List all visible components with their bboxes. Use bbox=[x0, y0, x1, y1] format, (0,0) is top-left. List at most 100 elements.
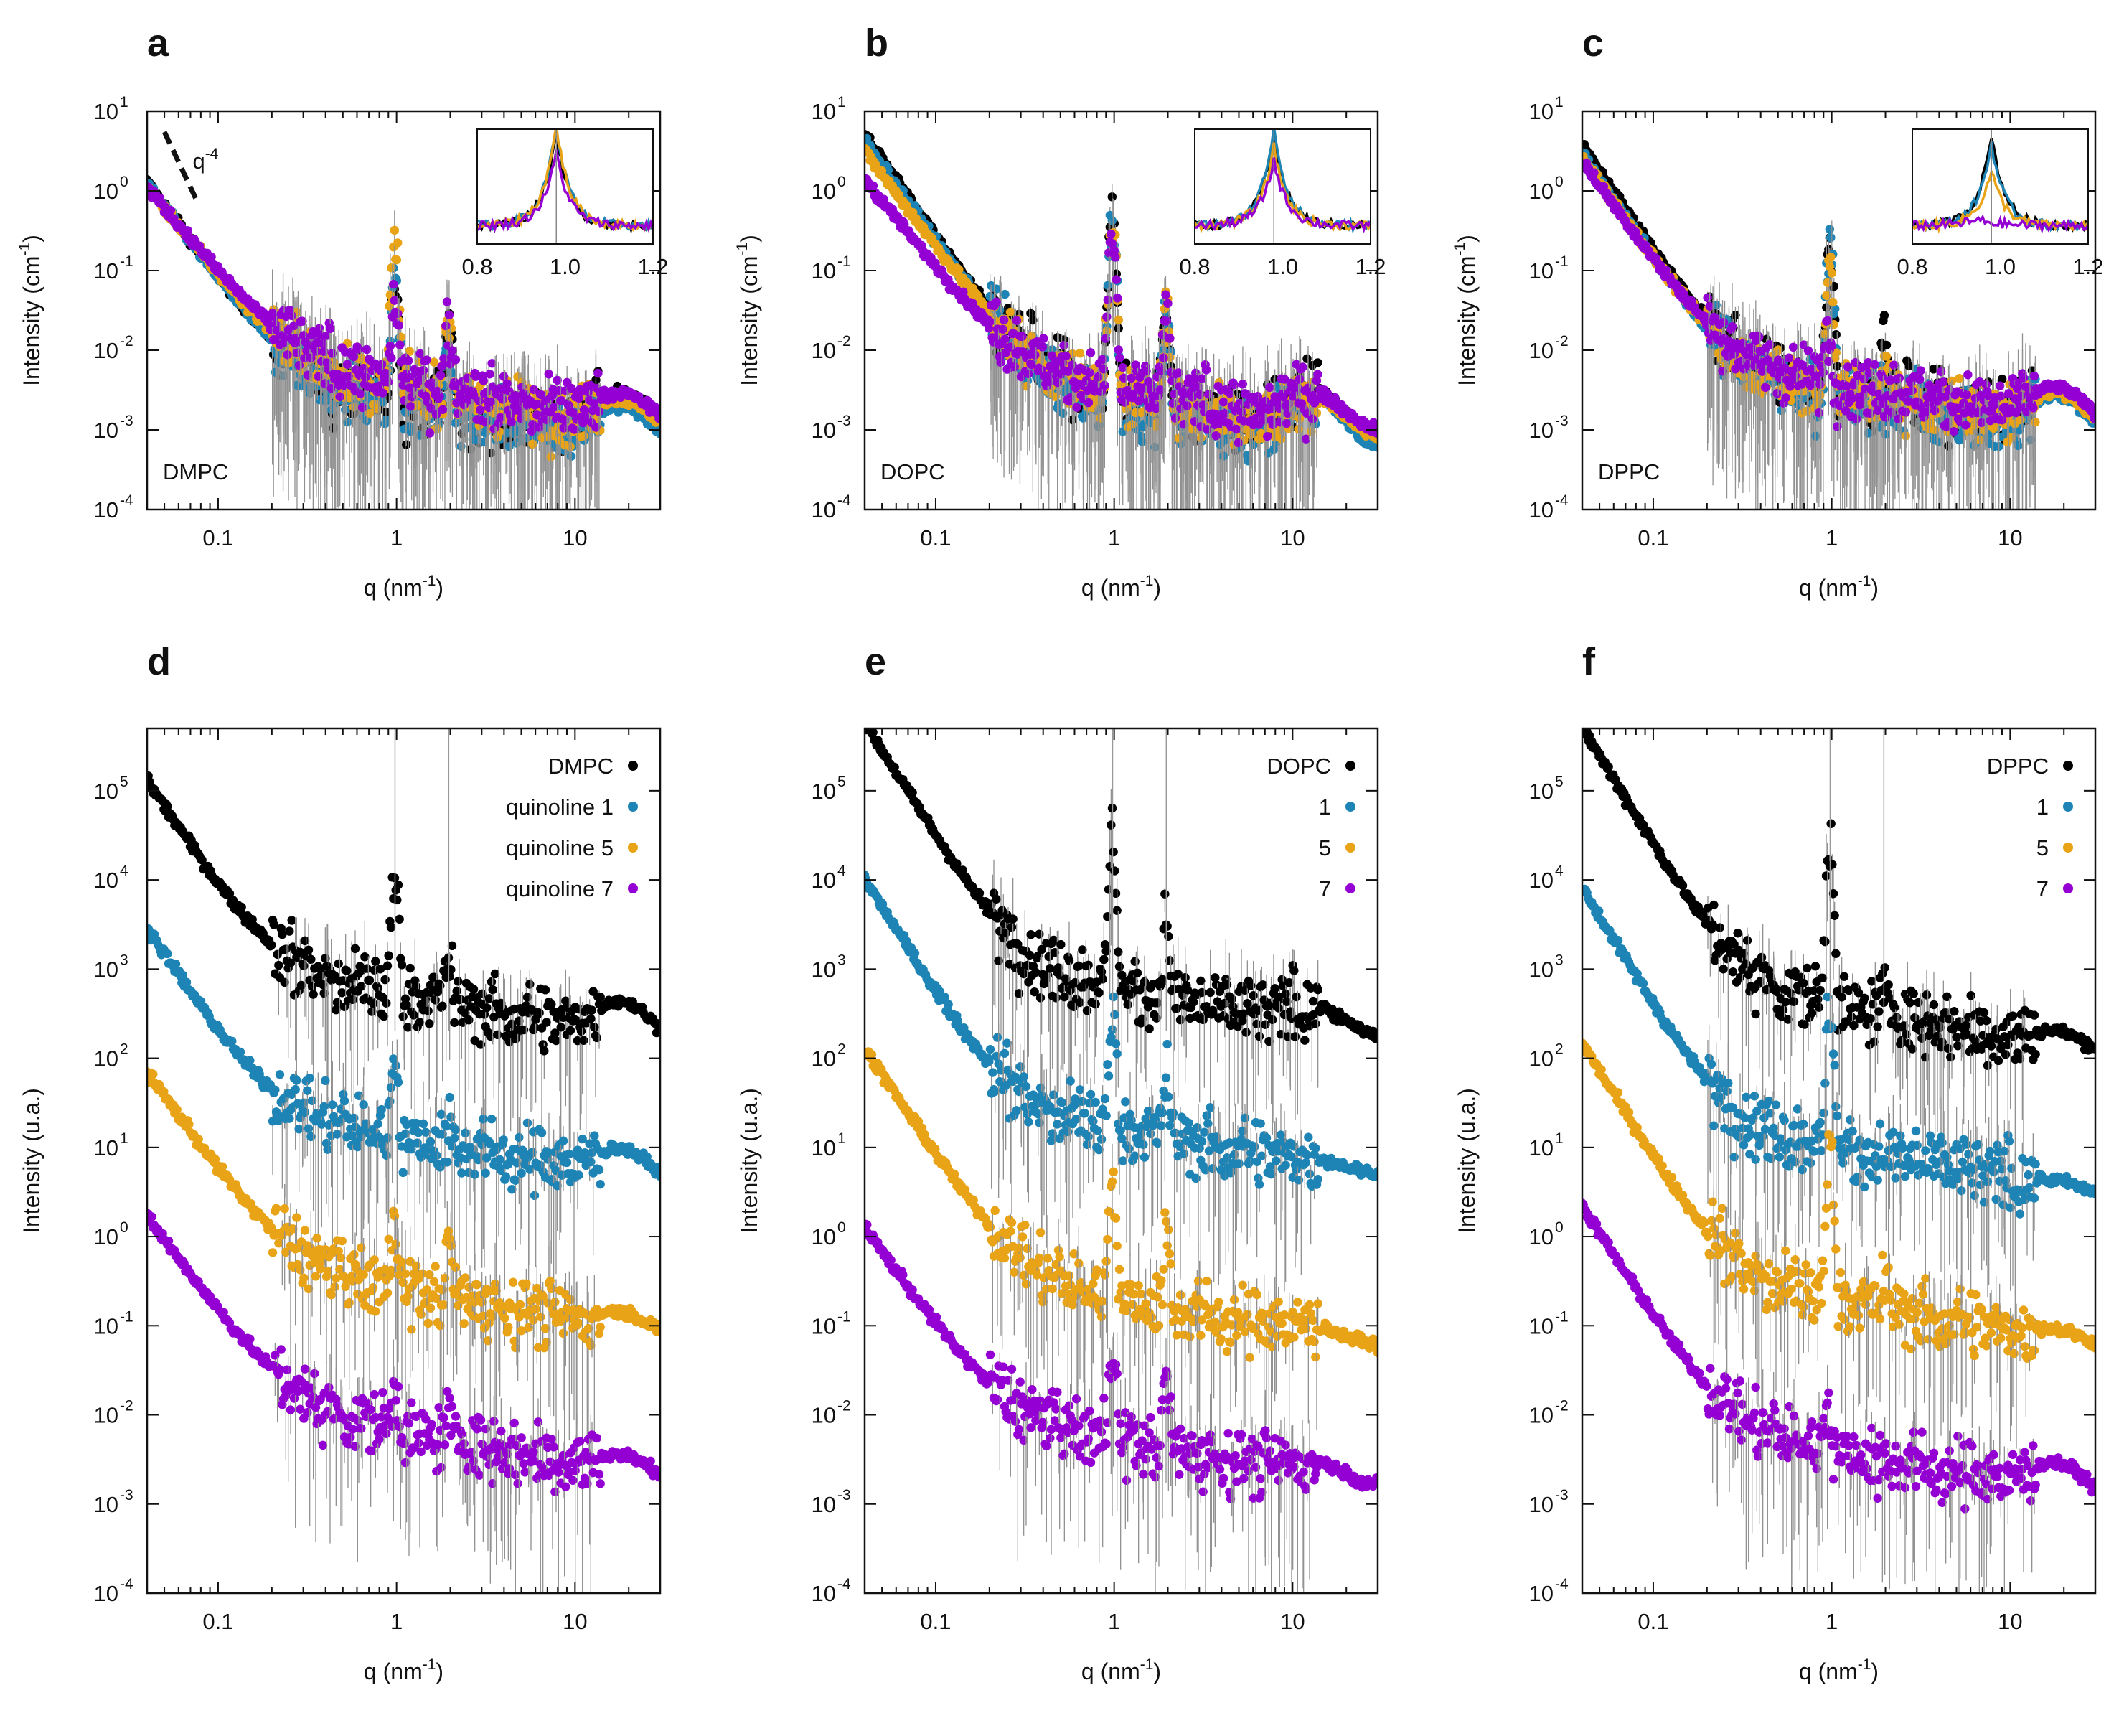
data-point bbox=[294, 360, 304, 370]
data-point bbox=[404, 356, 413, 365]
data-point bbox=[183, 226, 192, 235]
x-axis-title-main: q (nm bbox=[364, 575, 423, 601]
data-point bbox=[574, 393, 583, 403]
data-point bbox=[1298, 362, 1307, 372]
data-point bbox=[415, 349, 425, 359]
inset-plot bbox=[477, 129, 653, 244]
panel-letter: c bbox=[1582, 22, 1604, 65]
y-tick-exponent: 1 bbox=[837, 94, 846, 111]
data-point bbox=[1086, 348, 1096, 357]
data-point bbox=[1165, 334, 1175, 343]
y-axis-title-sup: -1 bbox=[734, 243, 751, 256]
data-point bbox=[359, 364, 368, 373]
data-point bbox=[655, 413, 660, 422]
q-minus-4-exponent: -4 bbox=[205, 146, 219, 162]
data-point bbox=[306, 353, 316, 363]
data-point bbox=[474, 396, 484, 405]
y-axis-title-tail: ) bbox=[736, 235, 762, 243]
y-axis-title: Intensity (cm-1) bbox=[17, 235, 44, 386]
x-axis-title-sup: -1 bbox=[423, 573, 436, 589]
data-point bbox=[1234, 438, 1244, 448]
data-point bbox=[499, 372, 509, 381]
data-point bbox=[553, 375, 562, 385]
data-point bbox=[1161, 290, 1170, 299]
y-axis-title: Intensity (cm-1) bbox=[734, 235, 762, 386]
panel-letter: a bbox=[147, 22, 169, 65]
y-axis-title-sup: -1 bbox=[17, 243, 33, 256]
data-point bbox=[444, 333, 454, 343]
data-point bbox=[448, 346, 457, 355]
y-tick-label: 10 bbox=[812, 497, 836, 522]
data-point bbox=[378, 388, 387, 398]
data-point bbox=[1295, 375, 1305, 384]
data-point bbox=[496, 413, 505, 422]
y-tick-exponent: -1 bbox=[120, 253, 133, 270]
data-point bbox=[1103, 295, 1113, 304]
data-point bbox=[311, 347, 321, 356]
data-point bbox=[998, 324, 1007, 334]
data-point bbox=[1072, 403, 1081, 412]
data-point bbox=[292, 348, 302, 358]
data-point bbox=[593, 368, 603, 378]
data-point bbox=[314, 372, 324, 381]
sample-label: DMPC bbox=[163, 459, 228, 484]
data-point bbox=[377, 360, 387, 370]
data-point bbox=[1100, 380, 1109, 390]
data-point bbox=[1053, 377, 1062, 388]
series-quinoline-7 bbox=[147, 182, 660, 510]
inset-tick-label: 1.2 bbox=[1355, 254, 1386, 279]
data-point bbox=[342, 360, 352, 369]
data-point bbox=[1265, 383, 1274, 393]
data-point bbox=[413, 400, 423, 410]
data-point bbox=[1075, 349, 1085, 358]
y-tick-label: 10 bbox=[812, 418, 836, 443]
sample-label: DOPC bbox=[880, 459, 945, 484]
data-point bbox=[442, 297, 452, 306]
data-point bbox=[425, 428, 435, 438]
data-point bbox=[1211, 431, 1221, 441]
data-point bbox=[390, 225, 400, 235]
data-point bbox=[429, 357, 439, 367]
x-axis-title: q (nm-1) bbox=[364, 573, 443, 601]
y-axis-title-main: Intensity (cm bbox=[736, 255, 762, 385]
data-point bbox=[349, 352, 359, 362]
y-tick-exponent: -2 bbox=[837, 333, 851, 349]
data-point bbox=[565, 442, 575, 451]
data-point bbox=[1084, 398, 1094, 408]
data-point bbox=[1163, 299, 1173, 309]
data-point bbox=[528, 439, 537, 449]
x-tick-label: 10 bbox=[563, 525, 587, 550]
data-point bbox=[393, 238, 403, 248]
data-point bbox=[579, 431, 589, 441]
data-point bbox=[544, 370, 553, 379]
data-point bbox=[166, 205, 176, 215]
data-point bbox=[579, 405, 589, 415]
data-point bbox=[438, 405, 448, 414]
data-point bbox=[1201, 365, 1211, 375]
data-point bbox=[1229, 380, 1239, 390]
data-point bbox=[1039, 334, 1048, 343]
y-tick-label: 10 bbox=[94, 179, 118, 204]
y-tick-label: 10 bbox=[812, 338, 836, 363]
data-point bbox=[1000, 289, 1010, 299]
y-tick-label: 10 bbox=[94, 497, 118, 522]
data-point bbox=[451, 355, 461, 365]
data-point bbox=[1061, 351, 1071, 361]
x-axis-title-main: q (nm bbox=[1081, 575, 1140, 601]
data-point bbox=[436, 370, 446, 380]
data-point bbox=[441, 321, 451, 331]
data-point bbox=[361, 372, 370, 382]
data-point bbox=[395, 340, 405, 349]
data-point bbox=[537, 390, 546, 400]
y-tick-label: 10 bbox=[812, 258, 836, 283]
inset-tick-label: 1.0 bbox=[550, 254, 581, 279]
data-point bbox=[594, 407, 604, 416]
data-point bbox=[435, 391, 444, 400]
panel-letter: b bbox=[865, 22, 888, 65]
data-point bbox=[444, 310, 454, 320]
data-point bbox=[559, 423, 568, 433]
data-point bbox=[405, 347, 414, 356]
x-axis-title-sup: -1 bbox=[1140, 573, 1154, 589]
